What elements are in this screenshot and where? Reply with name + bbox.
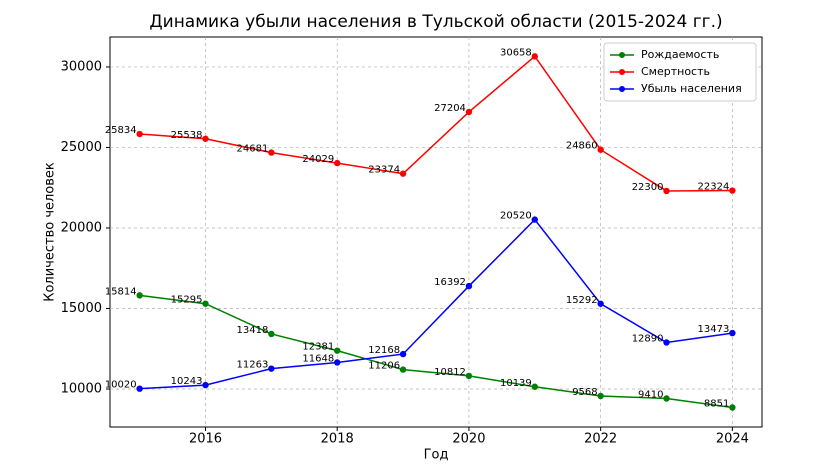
legend-marker xyxy=(619,86,625,92)
data-label: 13473 xyxy=(698,324,730,335)
data-point xyxy=(202,135,209,142)
plot-frame xyxy=(109,36,763,428)
data-point xyxy=(465,372,473,380)
data-point xyxy=(465,282,473,290)
data-point xyxy=(136,130,143,138)
legend-label: Рождаемость xyxy=(641,48,719,61)
data-point xyxy=(399,170,407,177)
x-axis-label: Год xyxy=(424,448,449,463)
data-point xyxy=(663,339,670,346)
data-point xyxy=(334,347,341,354)
data-point xyxy=(531,383,538,390)
data-point xyxy=(136,385,143,392)
data-point xyxy=(663,395,670,402)
data-label: 30658 xyxy=(500,47,532,58)
data-point xyxy=(729,404,736,411)
data-point xyxy=(268,330,275,338)
y-tick-label: 15000 xyxy=(61,301,102,316)
data-point xyxy=(531,53,538,60)
data-label: 9410 xyxy=(638,389,663,400)
legend-label: Смертность xyxy=(641,65,710,78)
data-label: 15295 xyxy=(171,295,203,306)
data-label: 25538 xyxy=(171,130,203,141)
data-point xyxy=(729,187,736,194)
data-label: 10243 xyxy=(171,376,203,387)
data-label: 24860 xyxy=(566,141,598,152)
legend-label: Убыль населения xyxy=(641,82,742,95)
data-label: 15292 xyxy=(566,295,598,306)
data-point xyxy=(729,329,736,337)
data-point xyxy=(202,300,209,307)
data-point xyxy=(334,159,341,167)
data-label: 12168 xyxy=(368,345,400,356)
x-tick-label: 2024 xyxy=(716,432,749,447)
data-label: 24681 xyxy=(237,144,269,155)
series-line xyxy=(139,55,733,192)
data-label: 22324 xyxy=(698,182,730,193)
data-label: 10020 xyxy=(105,380,137,391)
x-tick-label: 2018 xyxy=(321,432,354,447)
y-tick-label: 10000 xyxy=(61,381,102,396)
data-label: 10139 xyxy=(500,378,532,389)
legend-box xyxy=(603,42,757,102)
data-label: 12890 xyxy=(632,333,664,344)
y-tick-label: 30000 xyxy=(61,59,102,74)
y-tick-label: 20000 xyxy=(61,220,102,235)
data-label: 15814 xyxy=(105,286,137,297)
x-tick-label: 2020 xyxy=(452,432,485,447)
data-point xyxy=(597,146,604,153)
series-line xyxy=(139,294,733,409)
legend-marker xyxy=(619,69,625,75)
data-point xyxy=(465,108,473,116)
data-label: 8851 xyxy=(704,399,729,410)
x-tick-label: 2016 xyxy=(189,432,222,447)
data-point xyxy=(597,300,604,307)
data-label: 16392 xyxy=(434,277,466,288)
y-axis-label: Количество человек xyxy=(43,162,58,302)
data-point xyxy=(663,187,670,195)
data-point xyxy=(597,392,604,400)
data-point xyxy=(268,149,275,156)
x-tick-label: 2022 xyxy=(584,432,617,447)
data-label: 11648 xyxy=(302,353,334,364)
data-label: 27204 xyxy=(434,103,466,114)
series-line xyxy=(139,218,733,390)
data-point xyxy=(399,350,407,358)
data-point xyxy=(202,381,209,389)
data-point xyxy=(531,216,538,223)
data-point xyxy=(136,292,143,299)
data-point xyxy=(268,365,275,372)
data-label: 9568 xyxy=(572,387,597,398)
data-label: 10812 xyxy=(434,367,466,378)
data-label: 11206 xyxy=(368,361,400,372)
data-label: 24029 xyxy=(302,154,334,165)
data-label: 22300 xyxy=(632,182,664,193)
y-tick-label: 25000 xyxy=(61,140,102,155)
chart-title: Динамика убыли населения в Тульской обла… xyxy=(149,12,722,32)
data-point xyxy=(399,366,407,373)
legend-marker xyxy=(619,52,625,58)
data-point xyxy=(334,359,341,366)
data-label: 11263 xyxy=(237,360,269,371)
data-label: 13418 xyxy=(237,325,269,336)
data-label: 25834 xyxy=(105,125,137,136)
data-label: 20520 xyxy=(500,211,532,222)
data-label: 12381 xyxy=(302,342,334,353)
data-label: 23374 xyxy=(368,165,400,176)
